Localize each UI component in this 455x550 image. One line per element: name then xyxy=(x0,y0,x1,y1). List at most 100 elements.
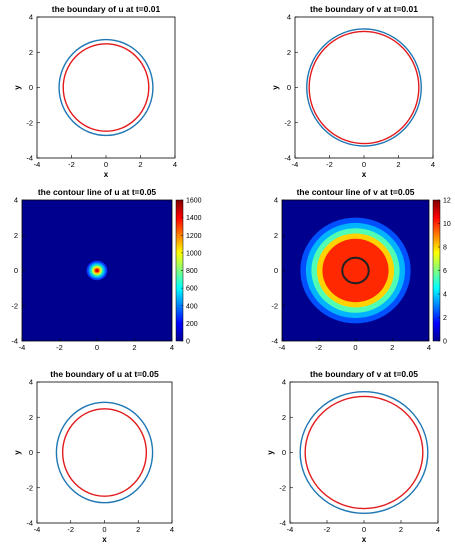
colorbar-tick-label: 1200 xyxy=(186,233,202,240)
series-group xyxy=(299,390,429,515)
y-tick-label: 2 xyxy=(287,48,291,57)
y-tick-label: 2 xyxy=(282,413,286,422)
x-tick-label: -2 xyxy=(326,160,333,169)
colorbar-tick-label: 6 xyxy=(443,268,447,275)
series-2-circle xyxy=(304,395,424,510)
x-axis-label: x xyxy=(362,170,367,179)
plot-title: the boundary of v at t=0.01 xyxy=(310,4,418,14)
y-tick-label: 0 xyxy=(14,266,18,275)
x-tick-label: 4 xyxy=(431,160,435,169)
x-tick-label: -4 xyxy=(34,160,41,169)
x-tick-label: -4 xyxy=(34,525,41,534)
colorbar-tick-label: 12 xyxy=(443,198,451,205)
colorbar-tick-label: 400 xyxy=(186,303,198,310)
x-axis-label: x xyxy=(104,170,109,179)
contour-level-6 xyxy=(95,268,99,273)
colorbar-tick-label: 1600 xyxy=(186,198,202,205)
x-tick-label: 2 xyxy=(138,160,142,169)
x-tick-label: 0 xyxy=(102,525,106,534)
colorbar-tick-label: 2 xyxy=(443,315,447,322)
x-tick-label: 2 xyxy=(390,343,394,352)
contour-ring xyxy=(341,256,370,285)
colorbar-tick-label: 1400 xyxy=(186,215,202,222)
contour-levels xyxy=(300,217,411,324)
x-tick-label: 2 xyxy=(396,160,400,169)
y-tick-label: 2 xyxy=(14,231,18,240)
y-axis-label: y xyxy=(13,85,22,90)
y-tick-label: -2 xyxy=(26,118,33,127)
axes-frame xyxy=(36,381,173,524)
x-tick-label: 0 xyxy=(362,525,366,534)
x-tick-label: 4 xyxy=(427,343,431,352)
x-tick-label: 0 xyxy=(104,160,108,169)
y-tick-label: -4 xyxy=(11,337,18,346)
y-tick-label: -4 xyxy=(26,154,33,163)
x-tick-label: 2 xyxy=(136,525,140,534)
plot-title: the boundary of u at t=0.01 xyxy=(52,4,161,14)
y-axis-label: y xyxy=(271,85,280,90)
plot-title: the contour line of u at t=0.05 xyxy=(38,187,157,197)
contour-levels xyxy=(86,260,108,281)
x-tick-label: -4 xyxy=(287,525,294,534)
plot-title: the boundary of v at t=0.05 xyxy=(310,369,418,379)
x-tick-label: 4 xyxy=(436,525,440,534)
y-tick-label: -2 xyxy=(284,118,291,127)
x-tick-label: -4 xyxy=(279,343,286,352)
x-tick-label: 0 xyxy=(95,343,99,352)
y-tick-label: 4 xyxy=(14,196,18,205)
series-group xyxy=(306,28,422,147)
colorbar-tick-label: 8 xyxy=(443,245,447,252)
y-tick-label: 0 xyxy=(29,83,33,92)
colorbar-tick-label: 800 xyxy=(186,268,198,275)
series-2-circle xyxy=(62,43,150,132)
y-tick-label: -4 xyxy=(26,519,33,528)
colorbar-tick-label: 4 xyxy=(443,292,447,299)
y-tick-label: -4 xyxy=(279,519,286,528)
x-tick-label: -2 xyxy=(67,525,74,534)
y-tick-label: 4 xyxy=(287,13,291,22)
y-tick-label: 4 xyxy=(29,13,33,22)
plot-title: the boundary of u at t=0.05 xyxy=(50,369,159,379)
colorbar-tick-label: 200 xyxy=(186,321,198,328)
contour-level-5 xyxy=(322,238,389,303)
colorbar-tick-label: 0 xyxy=(443,339,447,346)
axes-frame xyxy=(289,381,439,524)
series-1-circle xyxy=(299,390,429,515)
series-1-circle xyxy=(306,28,422,147)
y-tick-label: 0 xyxy=(29,448,33,457)
axes-frame xyxy=(36,16,176,159)
colorbar-tick-label: 0 xyxy=(186,339,190,346)
y-tick-label: -2 xyxy=(271,301,278,310)
x-tick-label: 4 xyxy=(170,343,174,352)
panel-2: -4 -2 0 2 4 -4 -2 0 2 4 the boundary of v at t=0.0… xyxy=(271,4,435,179)
panel-6: -4 -2 0 2 4 -4 -2 0 2 4 the boundary of v at t=0.0… xyxy=(266,369,440,544)
x-tick-label: 0 xyxy=(362,160,366,169)
panel-3: -4 -2 0 2 4 -4 -2 0 2 4 the contour line of u at t… xyxy=(11,187,201,352)
y-tick-label: 2 xyxy=(274,231,278,240)
x-axis-label: x xyxy=(362,535,367,544)
x-tick-label: 0 xyxy=(353,343,357,352)
y-tick-label: 0 xyxy=(274,266,278,275)
series-1-circle xyxy=(55,401,154,504)
series-group xyxy=(58,38,154,137)
y-tick-label: 4 xyxy=(274,196,278,205)
y-tick-label: -2 xyxy=(26,483,33,492)
axes-frame xyxy=(294,16,434,159)
y-tick-label: 0 xyxy=(282,448,286,457)
y-tick-label: -4 xyxy=(284,154,291,163)
y-tick-label: 2 xyxy=(29,413,33,422)
colorbar-tick-label: 1000 xyxy=(186,250,202,257)
series-group xyxy=(55,401,154,504)
panel-1: -4 -2 0 2 4 -4 -2 0 2 4 the boundary of u at t=0.0… xyxy=(13,4,177,179)
y-tick-label: 2 xyxy=(29,48,33,57)
colorbar-tick-label: 600 xyxy=(186,286,198,293)
plot-title: the contour line of v at t=0.05 xyxy=(297,187,415,197)
series-2-circle xyxy=(308,30,420,145)
y-tick-label: -2 xyxy=(279,483,286,492)
x-tick-label: 2 xyxy=(399,525,403,534)
series-2-circle xyxy=(61,408,148,497)
y-tick-label: 4 xyxy=(282,378,286,387)
y-axis-label: y xyxy=(13,450,22,455)
panel-4: -4 -2 0 2 4 -4 -2 0 2 4 the contour line of v at t… xyxy=(271,187,451,352)
